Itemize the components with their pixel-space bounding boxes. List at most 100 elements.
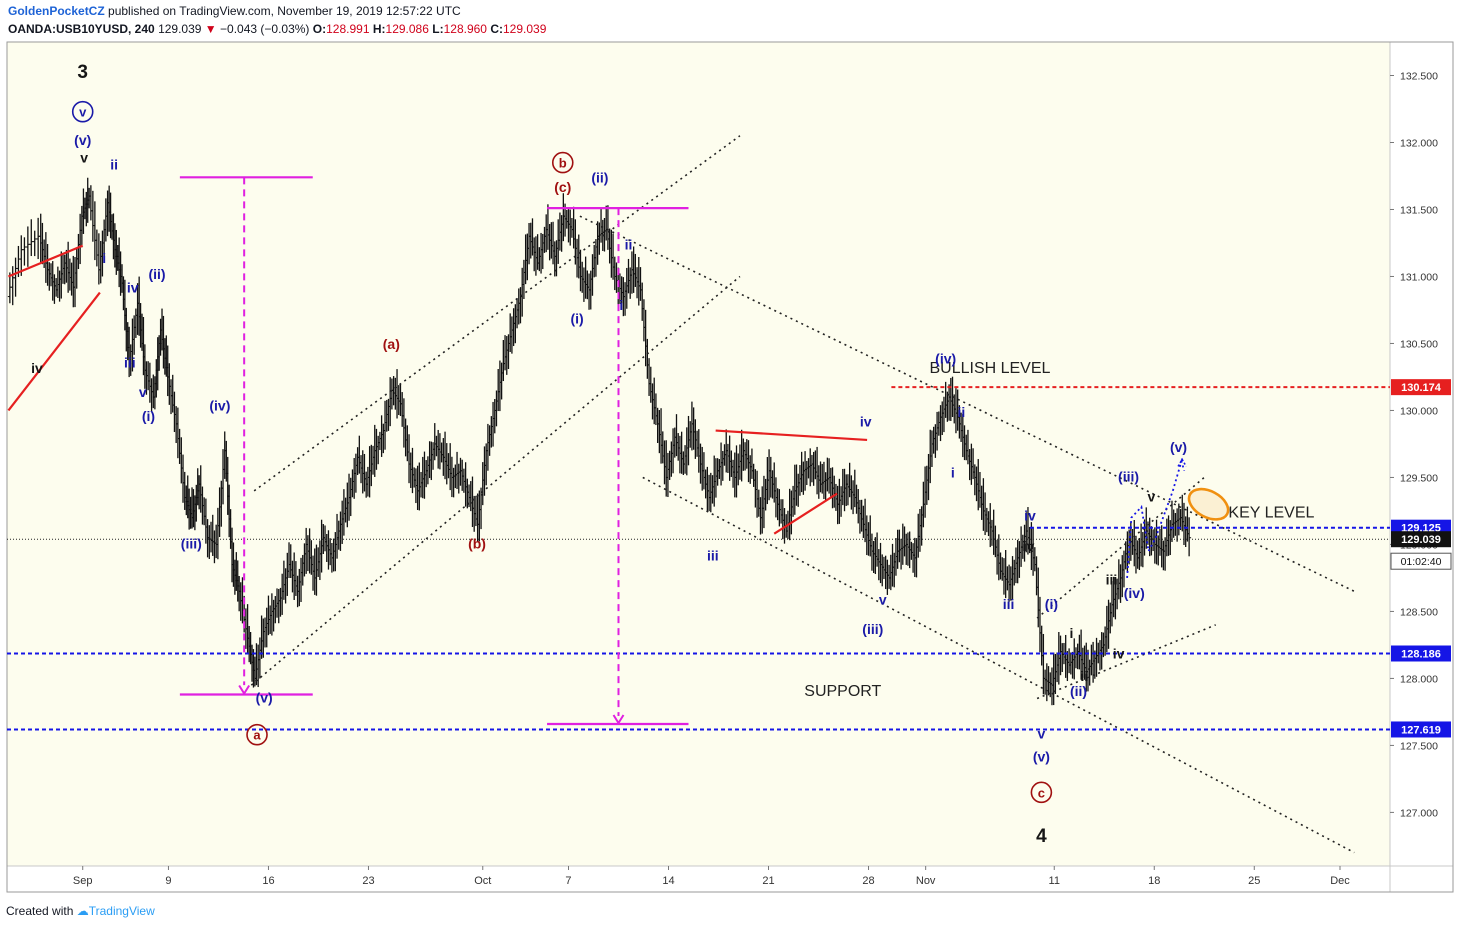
projected-path bbox=[1126, 458, 1186, 578]
close-value: 129.039 bbox=[503, 22, 547, 36]
wave-label: (a) bbox=[383, 336, 400, 352]
arrow-head-icon bbox=[612, 714, 625, 725]
level-annotation: BULLISH LEVEL bbox=[929, 360, 1050, 377]
wave-label: v bbox=[1148, 489, 1156, 505]
y-tick-label: 132.500 bbox=[1400, 70, 1438, 82]
wave-label: v bbox=[879, 592, 887, 608]
wave-label: v bbox=[139, 384, 147, 400]
wave-label: (i) bbox=[142, 408, 155, 424]
wave-label: iv bbox=[1113, 645, 1125, 661]
x-tick-label: 18 bbox=[1148, 875, 1160, 887]
price-level-tag[interactable] bbox=[1391, 721, 1451, 738]
wave-circle bbox=[71, 100, 94, 123]
y-tick-label: 131.000 bbox=[1400, 271, 1438, 283]
wave-label: i bbox=[102, 250, 106, 266]
open-label: O: bbox=[312, 22, 327, 36]
wave-label: c bbox=[1038, 785, 1045, 800]
wave-label: (iv) bbox=[209, 397, 230, 413]
price-level-tag[interactable] bbox=[1391, 379, 1451, 396]
y-tick-label: 130.500 bbox=[1400, 338, 1438, 350]
x-tick-label: 28 bbox=[862, 875, 874, 887]
x-tick-label: 14 bbox=[662, 875, 674, 887]
price-level-label: 130.174 bbox=[1401, 382, 1442, 394]
x-tick-label: 9 bbox=[165, 875, 171, 887]
arrow-head-icon bbox=[238, 684, 251, 696]
y-tick-label: 130.000 bbox=[1400, 405, 1438, 417]
wave-label: iv bbox=[1023, 538, 1035, 554]
close-label: C: bbox=[490, 22, 503, 36]
y-tick-label: 128.500 bbox=[1400, 606, 1438, 618]
trendline-red bbox=[773, 492, 838, 535]
wave-label: (iii) bbox=[181, 535, 202, 551]
price-change: −0.043 (−0.03%) bbox=[220, 22, 310, 36]
wave-label: v bbox=[80, 150, 88, 166]
price-level-label: 128.186 bbox=[1401, 649, 1441, 661]
x-tick-label: 7 bbox=[565, 875, 571, 887]
wave-label: (v) bbox=[1170, 439, 1187, 455]
x-tick-label: Sep bbox=[73, 875, 93, 887]
wave-circle bbox=[551, 151, 574, 174]
wave-label: v bbox=[79, 105, 87, 120]
price-chart[interactable]: 132.500 132.000 131.500 131.000 130.500 130.0… bbox=[0, 0, 1460, 895]
time-axis[interactable] bbox=[6, 865, 1391, 893]
high-label: H: bbox=[372, 22, 386, 36]
wave-label: b bbox=[559, 156, 567, 171]
x-tick-label: 11 bbox=[1049, 875, 1060, 887]
channel-up-lower bbox=[250, 275, 741, 686]
channel-rise-upper bbox=[1036, 476, 1205, 619]
wave-label: (ii) bbox=[591, 170, 608, 186]
x-tick-label: Oct bbox=[474, 875, 491, 887]
channel-rise-lower bbox=[1036, 624, 1217, 700]
tradingview-logo-icon[interactable]: ☁ bbox=[76, 904, 89, 918]
wave-label: ii bbox=[957, 404, 965, 420]
y-tick-label: 128.000 bbox=[1400, 673, 1438, 685]
wave-label: (iii) bbox=[862, 621, 883, 637]
author-name[interactable]: GoldenPocketCZ bbox=[8, 4, 105, 18]
target-zone-ellipse[interactable] bbox=[1184, 483, 1233, 526]
x-tick-label: 25 bbox=[1248, 875, 1260, 887]
wave-label: i bbox=[951, 464, 955, 480]
countdown-tag bbox=[1390, 552, 1452, 570]
y-tick-label: 129.500 bbox=[1400, 472, 1438, 484]
footer: Created with ☁TradingView bbox=[6, 904, 155, 918]
x-tick-label: 21 bbox=[762, 875, 774, 887]
price-level-tag[interactable] bbox=[1391, 531, 1451, 548]
wave-label: iii bbox=[124, 355, 136, 371]
published-text: published on TradingView.com, November 1… bbox=[108, 4, 461, 18]
channel-down-lower bbox=[642, 476, 1355, 854]
tradingview-brand[interactable]: TradingView bbox=[88, 904, 155, 918]
price-level-tag[interactable] bbox=[1391, 645, 1451, 662]
trendline-red bbox=[715, 429, 868, 442]
wave-label: (iii) bbox=[1118, 468, 1139, 484]
last-price: 129.039 bbox=[158, 22, 202, 36]
x-tick-label: 23 bbox=[362, 875, 374, 887]
open-value: 128.991 bbox=[326, 22, 370, 36]
symbol-name[interactable]: OANDA:USB10YUSD, 240 bbox=[8, 22, 155, 36]
wave-label: (iv) bbox=[1124, 585, 1145, 601]
wave-label: iv bbox=[860, 414, 872, 430]
wave-label: a bbox=[253, 728, 261, 743]
wave-label: (i) bbox=[570, 310, 583, 326]
wave-label: (v) bbox=[1033, 748, 1050, 764]
wave-label: i bbox=[619, 297, 623, 313]
publish-info: GoldenPocketCZ published on TradingView.… bbox=[8, 4, 461, 18]
wave-label: 3 bbox=[77, 62, 88, 83]
trendline-red bbox=[8, 244, 84, 278]
wave-label: iii bbox=[1003, 596, 1015, 612]
low-value: 128.960 bbox=[443, 22, 487, 36]
wave-label: (ii) bbox=[148, 266, 165, 282]
trendline-red bbox=[7, 291, 101, 412]
wave-label: (c) bbox=[554, 179, 571, 195]
level-annotation: KEY LEVEL bbox=[1228, 505, 1314, 522]
wave-label: iv bbox=[1024, 507, 1036, 523]
x-tick-label: Nov bbox=[916, 875, 936, 887]
y-tick-label: 127.500 bbox=[1400, 740, 1438, 752]
wave-label: (i) bbox=[1045, 596, 1058, 612]
chart-frame bbox=[6, 41, 1454, 893]
price-level-label: 129.039 bbox=[1401, 534, 1441, 546]
y-tick-label: 132.000 bbox=[1400, 137, 1438, 149]
low-label: L: bbox=[432, 22, 444, 36]
created-with-text: Created with bbox=[6, 904, 74, 918]
wave-label: i bbox=[1069, 625, 1073, 641]
wave-label: 4 bbox=[1036, 826, 1047, 847]
